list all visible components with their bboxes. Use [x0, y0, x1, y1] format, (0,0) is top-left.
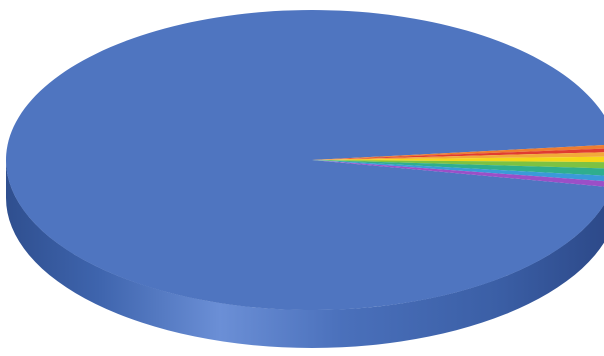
pie-slice-7	[312, 160, 604, 182]
pie-side	[6, 160, 604, 348]
pie-slice-5	[312, 160, 604, 169]
pie-slice-4	[312, 156, 604, 163]
pie-slice-3	[312, 152, 604, 160]
pie-slice-8	[312, 160, 604, 187]
pie-slice-6	[312, 160, 604, 176]
pie-side-wall	[6, 160, 604, 348]
pie-top	[6, 10, 604, 311]
pie-slice-1	[312, 144, 604, 160]
pie-slice-0	[6, 10, 604, 311]
